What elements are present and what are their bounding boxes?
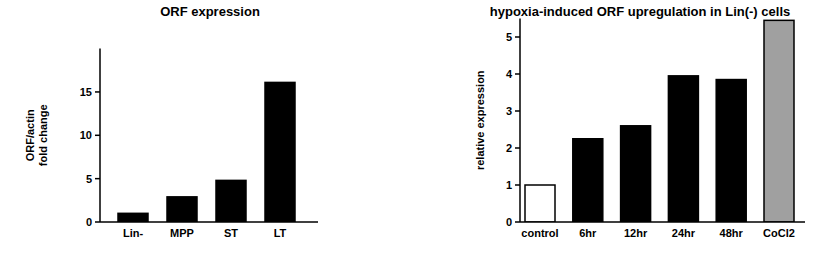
- y-tick-label: 0: [506, 216, 512, 228]
- y-tick-label: 3: [506, 105, 512, 117]
- y-tick: [95, 178, 100, 180]
- bar: [118, 213, 148, 222]
- bar: [573, 139, 603, 222]
- bar: [265, 82, 295, 222]
- x-tick-label: MPP: [170, 227, 194, 239]
- y-tick: [95, 91, 100, 93]
- figure: ORF expression ORF/actinfold change Lin- MP…: [0, 0, 827, 263]
- bar: [764, 20, 794, 222]
- y-axis: [519, 19, 521, 223]
- x-axis: [520, 221, 805, 223]
- x-axis: [100, 221, 318, 223]
- bars: [118, 82, 295, 222]
- x-tick-label: CoCl2: [763, 227, 795, 239]
- y-tick-label: 2: [506, 142, 512, 154]
- x-tick-label: 48hr: [720, 227, 744, 239]
- x-tick-label: ST: [224, 227, 238, 239]
- bars: [525, 20, 794, 222]
- chart: hypoxia-induced ORF upregulation in Lin(…: [474, 4, 805, 239]
- bar: [668, 76, 698, 222]
- y-axis-label: ORF/actinfold change: [24, 104, 49, 166]
- bar: [216, 180, 246, 222]
- bar: [621, 126, 651, 222]
- x-tick-label: 6hr: [579, 227, 597, 239]
- bar: [525, 185, 555, 222]
- y-tick-label: 5: [506, 31, 512, 43]
- y-tick: [515, 221, 520, 223]
- y-tick-label: 1: [506, 179, 512, 191]
- x-tick-label: 24hr: [672, 227, 696, 239]
- bar: [167, 197, 197, 222]
- x-tick-label: 12hr: [624, 227, 648, 239]
- title: ORF expression: [160, 4, 260, 19]
- x-tick-label: LT: [274, 227, 287, 239]
- y-tick-label: 10: [80, 129, 92, 141]
- y-tick-label: 15: [80, 86, 92, 98]
- y-tick-label: 0: [86, 216, 92, 228]
- y-tick: [95, 221, 100, 223]
- y-tick: [515, 184, 520, 186]
- y-tick-label: 4: [506, 68, 513, 80]
- chart: ORF expression ORF/actinfold change Lin- MP…: [24, 4, 319, 239]
- y-tick: [515, 147, 520, 149]
- y-tick: [515, 110, 520, 112]
- y-tick-label: 5: [86, 173, 92, 185]
- title: hypoxia-induced ORF upregulation in Lin(…: [490, 4, 790, 19]
- y-axis-label: relative expression: [474, 70, 486, 170]
- x-tick-label: control: [521, 227, 558, 239]
- bar: [716, 80, 746, 222]
- y-tick: [515, 73, 520, 75]
- y-tick: [95, 135, 100, 137]
- x-tick-label: Lin-: [123, 227, 143, 239]
- y-tick: [515, 36, 520, 38]
